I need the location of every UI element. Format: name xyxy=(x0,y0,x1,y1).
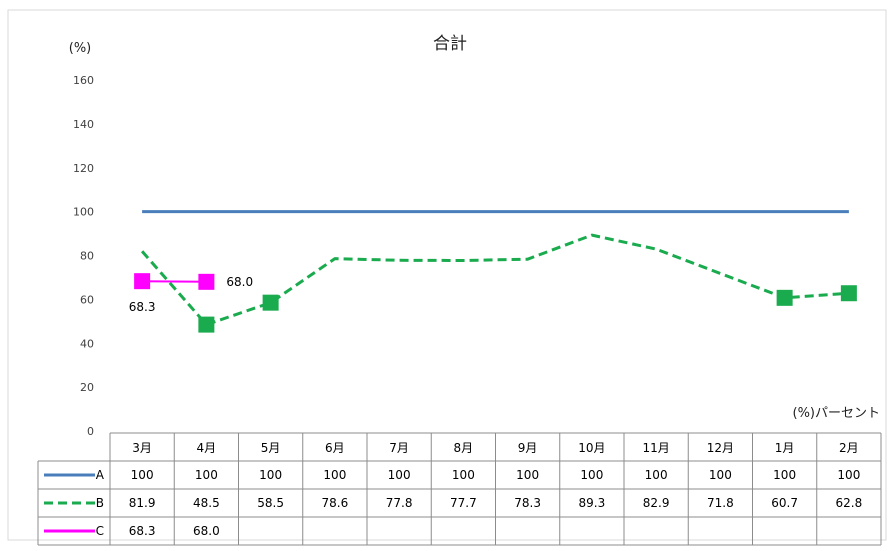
table-cell: 100 xyxy=(645,468,668,482)
legend-label: C xyxy=(96,524,104,538)
table-cell: 100 xyxy=(580,468,603,482)
table-cell: 71.8 xyxy=(707,496,734,510)
chart-title: 合計 xyxy=(433,34,467,54)
table-cell: 100 xyxy=(773,468,796,482)
table-cell: 100 xyxy=(837,468,860,482)
table-cell: 77.7 xyxy=(450,496,477,510)
table-cell: 68.3 xyxy=(129,524,156,538)
table-cell: 100 xyxy=(709,468,732,482)
category-label: 11月 xyxy=(642,441,669,455)
series-line-b xyxy=(140,233,850,327)
data-table: 3月 4月 5月 6月 7月 8月 9月 10月 11月 12月 1月 2月 A 100 100 100 100… xyxy=(37,432,882,546)
series-line-c xyxy=(142,280,207,283)
table-cell: 78.3 xyxy=(514,496,541,510)
series-b-point xyxy=(198,316,215,333)
y-tick-label: 120 xyxy=(73,162,94,175)
series-b-point xyxy=(776,289,793,306)
table-cell: 60.7 xyxy=(771,496,798,510)
legend-label: B xyxy=(96,496,104,510)
series-markers xyxy=(134,273,857,333)
series-b-point xyxy=(262,294,279,311)
table-cell: 89.3 xyxy=(579,496,606,510)
table-cell: 78.6 xyxy=(322,496,349,510)
table-cell: 100 xyxy=(388,468,411,482)
category-label: 4月 xyxy=(197,441,217,455)
table-cell: 82.9 xyxy=(643,496,670,510)
series-c-point xyxy=(198,273,215,290)
data-labels: 68.3 68.0 xyxy=(129,275,253,314)
y-ticks: 0 20 40 60 80 100 120 140 160 xyxy=(73,74,94,438)
y-tick-label: 60 xyxy=(80,293,94,306)
y-tick-label: 0 xyxy=(87,425,94,438)
y-tick-label: 80 xyxy=(80,250,94,263)
category-label: 2月 xyxy=(839,441,859,455)
table-cell: 100 xyxy=(259,468,282,482)
table-cell: 77.8 xyxy=(386,496,413,510)
table-cell: 100 xyxy=(195,468,218,482)
table-cell: 100 xyxy=(131,468,154,482)
category-label: 9月 xyxy=(518,441,538,455)
table-cell: 48.5 xyxy=(193,496,220,510)
table-cell: 100 xyxy=(323,468,346,482)
table-cell: 62.8 xyxy=(836,496,863,510)
category-label: 3月 xyxy=(132,441,152,455)
category-label: 6月 xyxy=(325,441,345,455)
table-cell: 58.5 xyxy=(257,496,284,510)
series-lines xyxy=(140,210,850,327)
y-tick-label: 140 xyxy=(73,118,94,131)
data-label: 68.3 xyxy=(129,300,156,314)
y-tick-label: 40 xyxy=(80,337,94,350)
chart-frame xyxy=(7,9,887,541)
y-tick-label: 20 xyxy=(80,381,94,394)
series-c-point xyxy=(134,273,151,290)
unit-label: (%)パーセント xyxy=(793,406,881,421)
table-cell: 81.9 xyxy=(129,496,156,510)
category-label: 5月 xyxy=(261,441,281,455)
series-b-point xyxy=(840,285,857,302)
data-label: 68.0 xyxy=(226,275,253,289)
table-cell: 100 xyxy=(452,468,475,482)
legend-label: A xyxy=(96,468,105,482)
table-cell: 100 xyxy=(516,468,539,482)
y-axis-label: (%) xyxy=(69,41,92,56)
table-cell: 68.0 xyxy=(193,524,220,538)
category-label: 7月 xyxy=(389,441,409,455)
category-label: 1月 xyxy=(775,441,795,455)
y-tick-label: 160 xyxy=(73,74,94,87)
category-label: 10月 xyxy=(578,441,605,455)
category-label: 8月 xyxy=(454,441,474,455)
y-tick-label: 100 xyxy=(73,206,94,219)
category-label: 12月 xyxy=(707,441,734,455)
